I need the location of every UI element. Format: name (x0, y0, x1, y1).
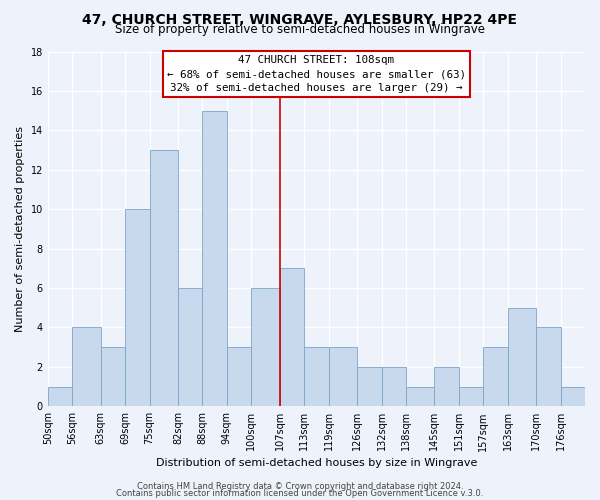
Bar (329, 347, 357, 406)
Bar (101, 347, 125, 406)
Bar (459, 386, 483, 406)
Bar (48, 386, 72, 406)
Bar (227, 347, 251, 406)
Text: 47 CHURCH STREET: 108sqm
← 68% of semi-detached houses are smaller (63)
32% of s: 47 CHURCH STREET: 108sqm ← 68% of semi-d… (167, 55, 466, 93)
Text: Contains public sector information licensed under the Open Government Licence v.: Contains public sector information licen… (116, 488, 484, 498)
Bar (560, 386, 585, 406)
Bar (125, 209, 149, 406)
Bar (178, 288, 202, 406)
Bar (357, 367, 382, 406)
Bar (149, 150, 178, 406)
Bar (434, 367, 459, 406)
Bar (406, 386, 434, 406)
Bar (202, 110, 227, 406)
X-axis label: Distribution of semi-detached houses by size in Wingrave: Distribution of semi-detached houses by … (156, 458, 477, 468)
Bar (483, 347, 508, 406)
Bar (280, 268, 304, 406)
Text: Contains HM Land Registry data © Crown copyright and database right 2024.: Contains HM Land Registry data © Crown c… (137, 482, 463, 491)
Y-axis label: Number of semi-detached properties: Number of semi-detached properties (15, 126, 25, 332)
Text: Size of property relative to semi-detached houses in Wingrave: Size of property relative to semi-detach… (115, 22, 485, 36)
Bar (382, 367, 406, 406)
Bar (536, 328, 560, 406)
Bar (72, 328, 101, 406)
Text: 47, CHURCH STREET, WINGRAVE, AYLESBURY, HP22 4PE: 47, CHURCH STREET, WINGRAVE, AYLESBURY, … (83, 12, 517, 26)
Bar (304, 347, 329, 406)
Bar (508, 308, 536, 406)
Bar (251, 288, 280, 406)
